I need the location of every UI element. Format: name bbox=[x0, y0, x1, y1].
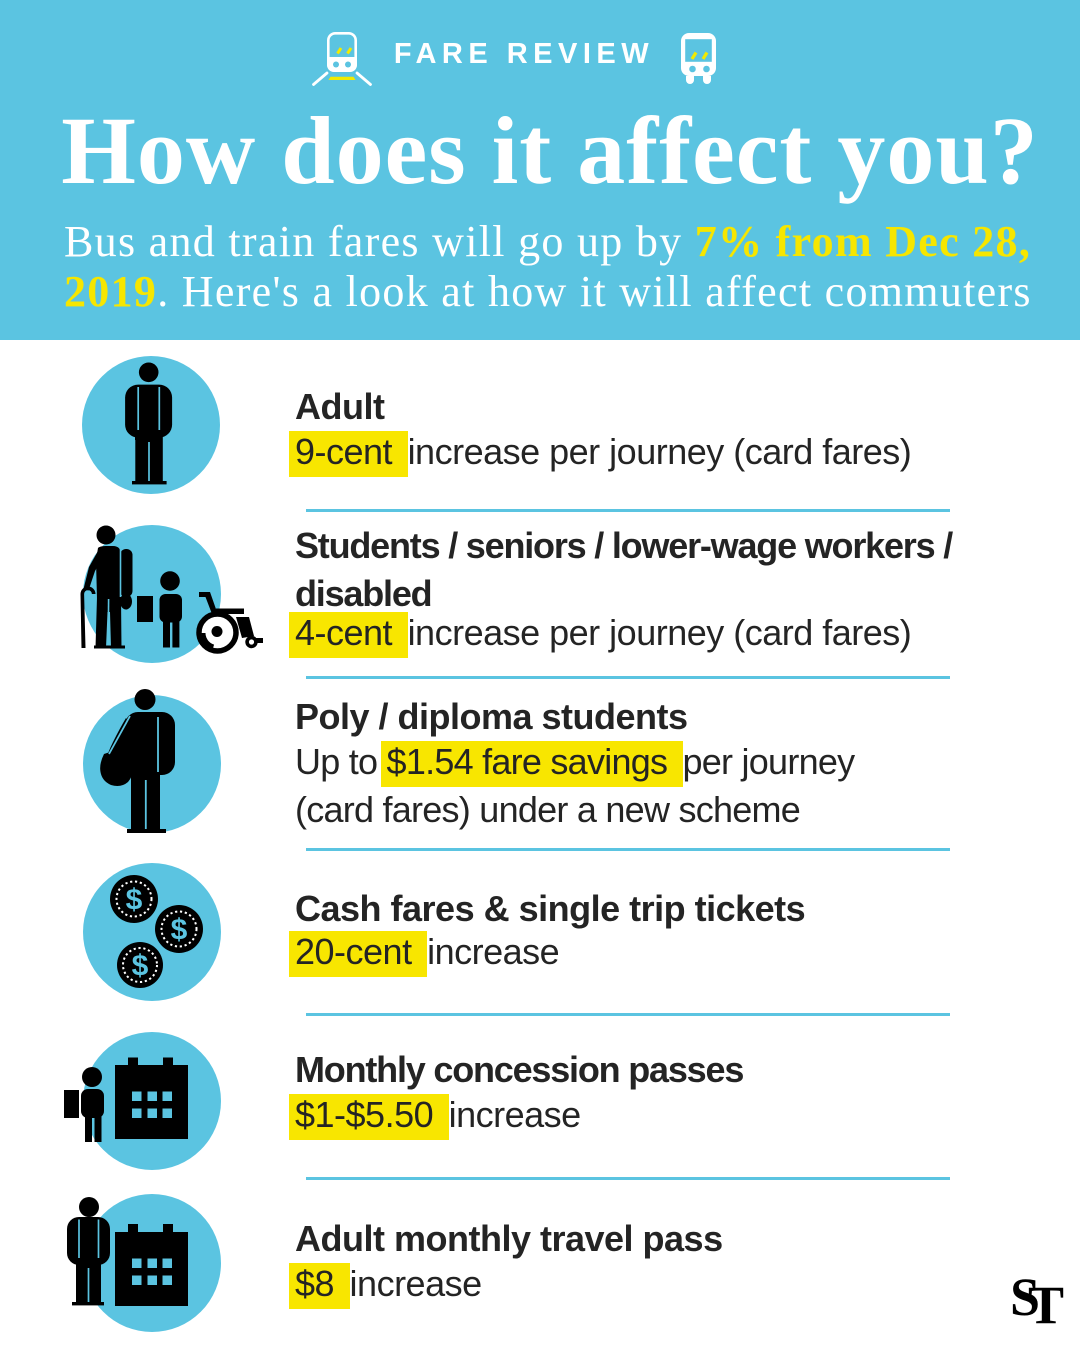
svg-text:$: $ bbox=[126, 884, 143, 917]
svg-text:$: $ bbox=[171, 914, 188, 947]
svg-text:$: $ bbox=[132, 950, 149, 983]
